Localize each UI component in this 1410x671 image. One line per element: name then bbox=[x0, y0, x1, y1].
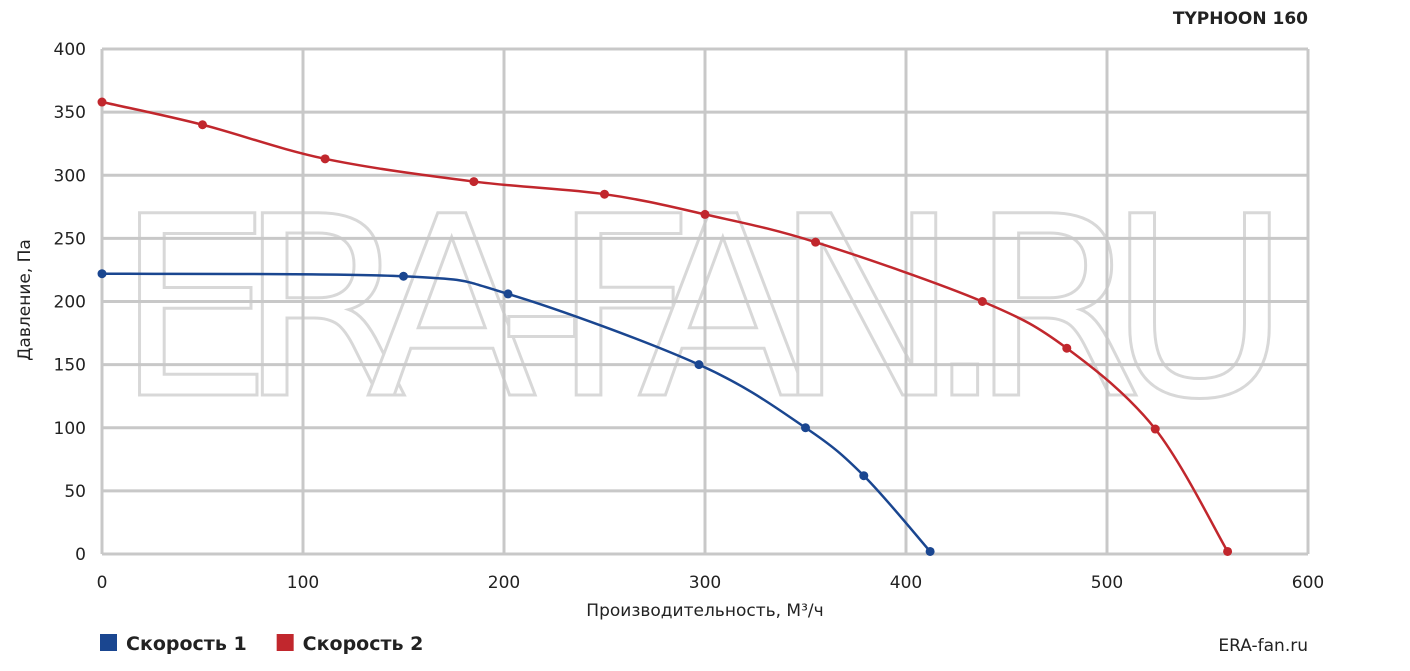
data-point bbox=[977, 297, 987, 306]
data-point bbox=[694, 360, 704, 370]
legend-swatch bbox=[100, 634, 117, 651]
data-point bbox=[399, 271, 408, 281]
x-axis-label: Производительность, М³/ч bbox=[586, 601, 823, 621]
series-line bbox=[101, 272, 932, 553]
x-tick-label: 600 bbox=[1292, 573, 1324, 593]
y-tick-label: 100 bbox=[54, 419, 86, 439]
y-tick-label: 400 bbox=[54, 40, 86, 60]
data-point bbox=[859, 471, 869, 481]
source-label: ERA-fan.ru bbox=[1218, 636, 1308, 656]
data-point bbox=[503, 289, 513, 299]
data-point bbox=[97, 97, 107, 107]
x-tick-label: 200 bbox=[488, 573, 520, 593]
y-tick-label: 300 bbox=[54, 166, 86, 186]
x-tick-label: 500 bbox=[1091, 573, 1123, 593]
data-point bbox=[198, 120, 207, 130]
chart-title: TYPHOON 160 bbox=[1173, 9, 1308, 29]
x-tick-label: 400 bbox=[890, 573, 922, 593]
data-point bbox=[1150, 424, 1160, 434]
data-point bbox=[320, 154, 330, 164]
y-tick-label: 50 bbox=[64, 482, 86, 502]
data-point bbox=[1062, 343, 1072, 353]
data-point bbox=[801, 423, 810, 433]
legend-label: Скорость 2 bbox=[303, 633, 424, 655]
x-tick-label: 0 bbox=[97, 573, 108, 593]
data-point bbox=[1223, 546, 1233, 556]
legend-label: Скорость 1 bbox=[126, 633, 247, 655]
x-tick-label: 100 bbox=[287, 573, 319, 593]
data-point bbox=[469, 177, 479, 187]
data-point bbox=[811, 237, 821, 247]
data-point bbox=[700, 209, 710, 219]
y-tick-label: 350 bbox=[54, 103, 86, 123]
data-point bbox=[97, 269, 107, 279]
y-axis-label: Давление, Па bbox=[15, 239, 35, 361]
y-tick-label: 200 bbox=[54, 293, 86, 313]
data-point bbox=[600, 189, 609, 199]
data-point bbox=[925, 546, 935, 556]
x-tick-label: 300 bbox=[689, 573, 721, 593]
y-tick-label: 0 bbox=[75, 545, 86, 565]
y-tick-label: 150 bbox=[54, 356, 86, 376]
y-tick-label: 250 bbox=[54, 229, 86, 249]
legend-swatch bbox=[276, 634, 294, 651]
